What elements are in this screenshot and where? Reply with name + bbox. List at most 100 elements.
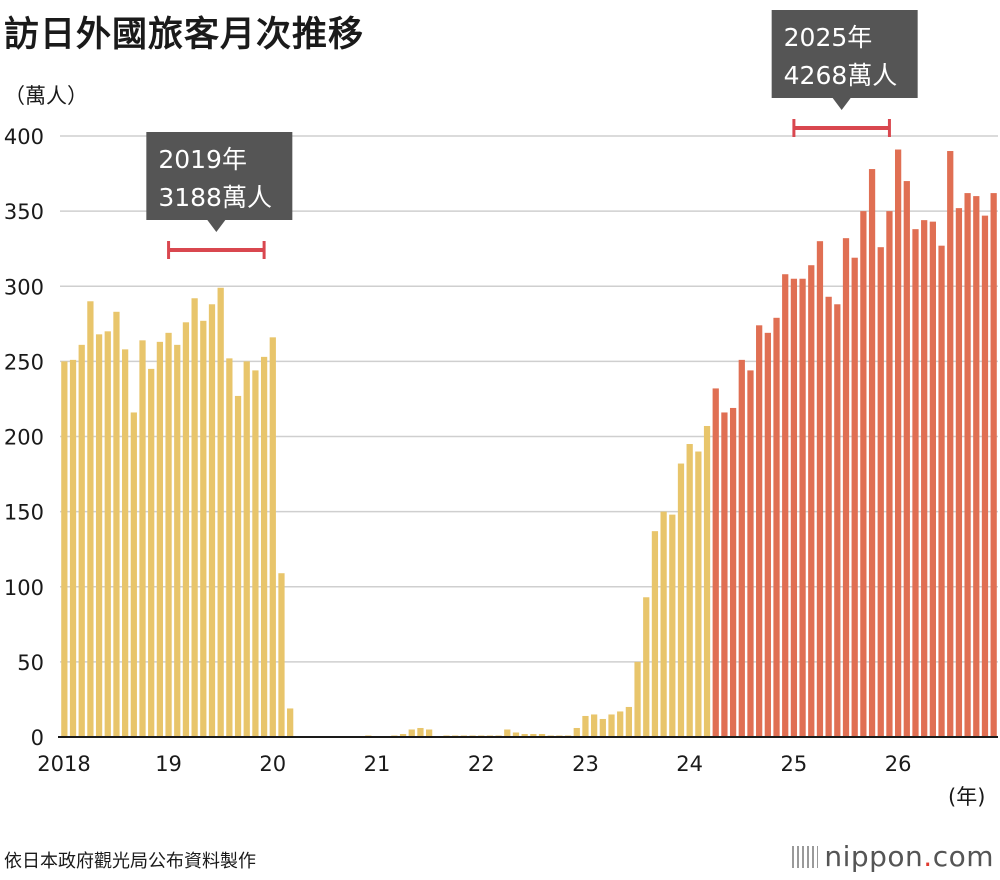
bar: [894, 149, 902, 737]
bar: [790, 278, 798, 737]
bar: [530, 733, 537, 737]
x-tick-label: 24: [676, 752, 703, 776]
bar: [538, 733, 546, 737]
y-tick-label: 300: [4, 275, 44, 299]
x-tick-label: 22: [468, 752, 495, 776]
chart-title: 訪日外國旅客月次推移: [4, 15, 365, 55]
bar: [773, 317, 780, 737]
bar: [703, 425, 711, 737]
bar: [799, 278, 806, 737]
bar: [408, 729, 415, 737]
bar: [425, 729, 433, 737]
bar: [747, 370, 754, 737]
callout-box: [146, 132, 293, 220]
x-tick-label: 19: [155, 752, 182, 776]
callout-pointer: [207, 220, 226, 232]
bar: [651, 531, 659, 737]
x-tick-label: 25: [781, 752, 808, 776]
x-axis-unit: (年): [948, 785, 986, 809]
bar: [104, 331, 111, 737]
y-tick-label: 350: [4, 200, 44, 224]
bar: [921, 220, 928, 737]
bar: [608, 714, 615, 737]
bar: [599, 718, 606, 737]
bar: [738, 359, 745, 737]
bar: [591, 714, 598, 737]
callout-pointer: [832, 98, 851, 110]
bar: [990, 193, 997, 738]
bar: [973, 196, 980, 738]
x-tick-label: 21: [364, 752, 391, 776]
y-tick-label: 400: [4, 125, 44, 149]
bar: [399, 733, 407, 737]
bar: [260, 356, 268, 737]
bar: [243, 361, 250, 737]
bar: [582, 715, 589, 737]
bar: [269, 337, 276, 737]
bar: [625, 706, 633, 737]
bar: [521, 733, 528, 737]
bar: [87, 301, 94, 737]
bar: [78, 344, 85, 737]
bar: [851, 257, 858, 737]
bar: [61, 361, 68, 737]
callout-total: 4268萬人: [784, 61, 898, 90]
nippon-logo[interactable]: nippon.com: [792, 840, 994, 873]
bar: [200, 320, 207, 737]
source-note: 依日本政府觀光局公布資料製作: [4, 851, 256, 872]
x-tick-label: 20: [259, 752, 286, 776]
x-tick-label: 2018: [37, 752, 90, 776]
bar: [964, 193, 971, 738]
bar: [981, 215, 989, 737]
bar: [122, 349, 129, 737]
callout-year: 2025年: [784, 23, 873, 52]
bar: [660, 511, 667, 737]
y-tick-label: 0: [31, 726, 44, 750]
bar: [695, 451, 702, 737]
bar: [573, 727, 580, 737]
bar: [729, 407, 737, 737]
bar: [287, 708, 294, 737]
y-tick-label: 150: [4, 501, 44, 525]
bar: [165, 332, 172, 737]
bars: [61, 149, 997, 738]
bar: [634, 661, 641, 737]
bar: [208, 304, 216, 737]
bar: [139, 340, 146, 737]
bar: [113, 311, 120, 737]
bar: [764, 332, 771, 737]
bar: [816, 241, 824, 738]
bar: [182, 322, 190, 737]
bar: [929, 221, 936, 737]
bar: [868, 169, 876, 737]
y-tick-label: 100: [4, 576, 44, 600]
bar: [512, 732, 520, 737]
bar: [669, 514, 676, 737]
bar: [148, 368, 155, 737]
bar: [130, 412, 137, 737]
bar: [808, 265, 815, 737]
callout-year: 2019年: [158, 145, 247, 174]
bar: [174, 344, 181, 737]
bar: [156, 341, 164, 737]
bar: [617, 711, 624, 737]
bar: [677, 463, 685, 737]
bar: [782, 274, 789, 737]
bar: [721, 412, 728, 737]
bar: [955, 208, 963, 737]
bar: [860, 211, 867, 737]
bar: [834, 304, 841, 737]
axes: 0 50 100 150 200 250 300 350 400 2018 19 20 21 22 23 24…: [4, 125, 998, 776]
bar: [712, 388, 719, 737]
bar: [903, 181, 910, 737]
callout-box: [771, 10, 918, 98]
bar: [95, 334, 103, 737]
bar: [886, 211, 893, 737]
bar: [756, 325, 763, 737]
nippon-bars-icon: [792, 846, 819, 868]
bar: [234, 395, 242, 737]
bar: [912, 229, 919, 737]
y-tick-label: 200: [4, 426, 44, 450]
annotation-2: 2025年 4268萬人: [771, 10, 918, 137]
